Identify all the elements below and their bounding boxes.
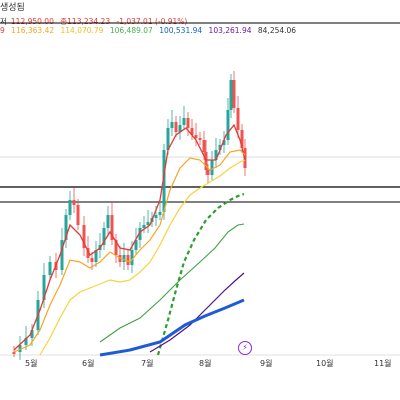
candle-body bbox=[198, 138, 202, 140]
candle-body bbox=[64, 215, 68, 240]
candle-body bbox=[236, 108, 240, 130]
candle-body bbox=[194, 135, 198, 138]
candle-body bbox=[42, 275, 46, 300]
candle-body bbox=[126, 255, 130, 265]
candle-body bbox=[134, 240, 138, 250]
candle-body bbox=[202, 140, 206, 152]
candle-body bbox=[218, 145, 222, 150]
ma-value-2: 116,363.42 bbox=[11, 26, 55, 35]
lightning-bolt-icon[interactable]: ⚡ bbox=[238, 341, 252, 355]
candle-body bbox=[114, 240, 118, 255]
candle-body bbox=[186, 118, 190, 128]
candle-body bbox=[229, 80, 233, 110]
candle-body bbox=[206, 170, 210, 175]
ma-line-purple bbox=[149, 272, 245, 353]
candle-body bbox=[178, 125, 182, 132]
candle-body bbox=[182, 118, 186, 125]
candle-body bbox=[12, 352, 16, 354]
ma-value-5: 100,531.94 bbox=[159, 26, 203, 35]
ma-line-yellow bbox=[39, 159, 246, 356]
ma-line-blue bbox=[99, 298, 245, 357]
candle-body bbox=[76, 205, 80, 225]
moving-average-legend: 9 116,363.42 114,070.79 106,489.07 100,5… bbox=[0, 26, 300, 35]
candle-body bbox=[110, 215, 114, 240]
x-label-jun: 6월 bbox=[82, 359, 95, 368]
candle-body bbox=[166, 128, 170, 150]
candle-body bbox=[142, 225, 146, 228]
candle-body bbox=[30, 330, 34, 338]
candle-body bbox=[170, 122, 174, 128]
candle-body bbox=[122, 255, 126, 262]
candle-body bbox=[72, 200, 76, 205]
candle-body bbox=[240, 130, 244, 148]
candle-body bbox=[222, 140, 226, 145]
candle-body bbox=[60, 240, 64, 270]
candle-body bbox=[90, 258, 94, 262]
ma-value-7: 84,254.06 bbox=[257, 26, 297, 35]
x-label-sep: 9월 bbox=[260, 359, 273, 368]
candle-body bbox=[162, 150, 166, 212]
candle-body bbox=[48, 262, 52, 275]
candle-body bbox=[138, 228, 142, 240]
candle-body bbox=[190, 128, 194, 135]
candle-body bbox=[204, 152, 208, 170]
candle-body bbox=[226, 110, 230, 140]
x-label-jul: 7월 bbox=[141, 359, 154, 368]
x-label-oct: 10월 bbox=[316, 359, 334, 368]
candle-body bbox=[154, 215, 158, 218]
candle-body bbox=[174, 122, 178, 132]
ohlc-close-value: 종113,234.23 bbox=[60, 17, 111, 26]
candle-body bbox=[24, 338, 28, 345]
ma-line-green bbox=[99, 223, 245, 343]
x-label-aug: 8월 bbox=[199, 359, 212, 368]
ohlc-low-value: 112,950.00 bbox=[10, 17, 54, 26]
x-axis-labels: 5월 6월 7월 8월 9월 10월 11월 bbox=[0, 356, 400, 370]
candle-body bbox=[158, 212, 162, 215]
candle-body bbox=[68, 200, 72, 215]
ma-value-3: 114,070.79 bbox=[60, 26, 104, 35]
ma-line-green-dashed bbox=[156, 192, 245, 356]
chart-title-fragment: 생성됨 bbox=[0, 3, 25, 13]
ohlc-low-label: 저 bbox=[0, 17, 7, 26]
x-label-nov: 11월 bbox=[374, 359, 392, 368]
candle-body bbox=[146, 222, 150, 225]
candle-body bbox=[102, 228, 106, 245]
candle-body bbox=[106, 215, 110, 228]
ohlc-legend: 저 112,950.00 종113,234.23 -1,037.01 (-0.91… bbox=[0, 16, 191, 27]
candlestick-series bbox=[12, 71, 247, 360]
ma-value-6: 103,261.94 bbox=[208, 26, 252, 35]
ohlc-change-value: -1,037.01 (-0.91%) bbox=[116, 17, 188, 26]
candle-body bbox=[130, 250, 134, 265]
ma-value-4: 106,489.07 bbox=[109, 26, 153, 35]
candle-body bbox=[214, 150, 218, 160]
candle-body bbox=[82, 225, 86, 248]
candle-body bbox=[210, 160, 214, 175]
ma-line-orange bbox=[13, 149, 246, 353]
candle-body bbox=[232, 80, 236, 108]
candle-body bbox=[18, 345, 22, 352]
ma-value-1: 9 bbox=[0, 26, 5, 35]
ma-line-red bbox=[13, 123, 246, 351]
candle-body bbox=[94, 250, 98, 262]
candle-body bbox=[86, 248, 90, 258]
x-label-may: 5월 bbox=[25, 359, 38, 368]
